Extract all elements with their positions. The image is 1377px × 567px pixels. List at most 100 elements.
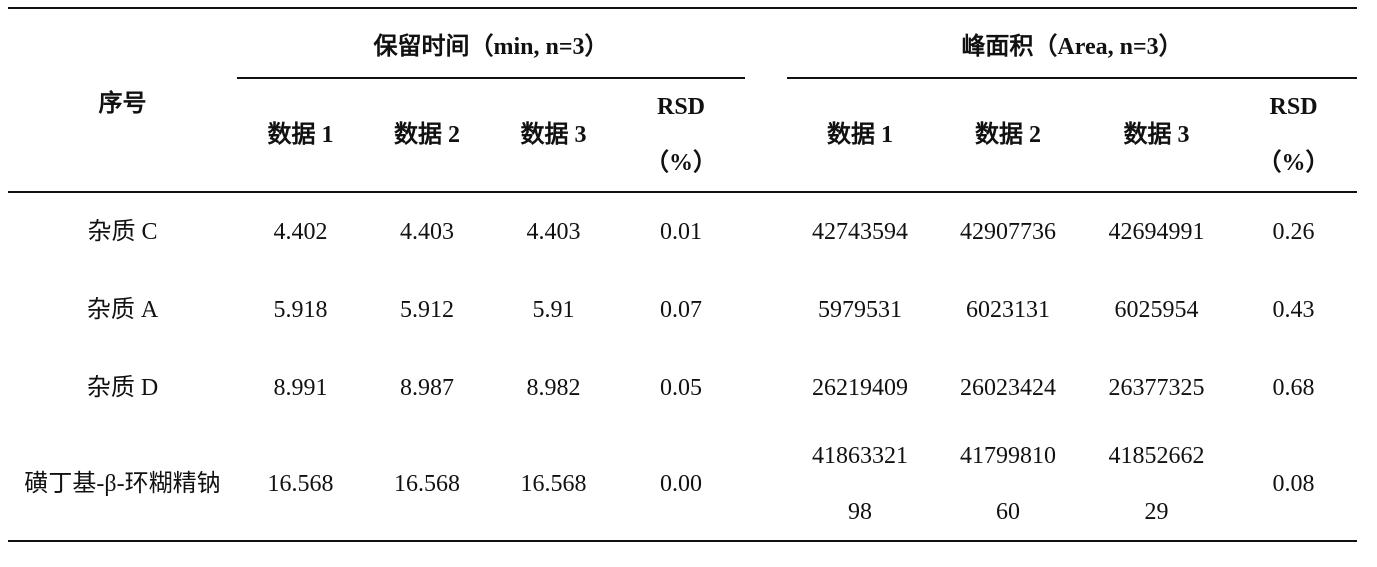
cell-text: 6023131 [966,297,1051,323]
cell: 42907736 [933,192,1083,271]
cell-text: 4185266229 [1108,442,1205,525]
cell-text: 8.991 [273,375,328,401]
subheader-text: RSD （%） [645,94,718,176]
subheader: 数据 3 [1083,78,1231,193]
cell-text: 4.402 [273,219,328,245]
cell-text: 16.568 [520,470,587,497]
cell: 0.43 [1230,271,1357,349]
cell: 16.568 [490,427,617,542]
cell-text: 杂质 A [86,297,159,323]
subheader-text: 数据 1 [827,122,894,148]
cell: 0.68 [1230,349,1357,427]
gap [745,271,787,349]
subheader-text: 数据 2 [394,122,460,148]
cell-text: 5.918 [273,297,328,323]
cell: 0.07 [617,271,745,349]
cell-text: 4.403 [400,219,454,245]
gap [745,427,788,542]
subheader: 数据 1 [787,78,934,193]
cell-text: 杂质 C [87,219,158,245]
cell-text: 杂质 D [86,375,159,401]
row: 杂质 A 5.918 5.912 5.91 0.07 5979531 6023131 6025… [8,271,1357,349]
row: 磺丁基-β-环糊精钠 16.568 16.568 16.568 0.00 41863321… [8,427,1358,542]
cell-text: 磺丁基-β-环糊精钠 [24,470,221,497]
group-header: 保留时间（min, n=3） [237,8,746,79]
cell: 8.982 [490,349,617,427]
cell: 26377325 [1083,349,1230,427]
subheader-text: 数据 2 [975,122,1042,148]
cell-text: 0.07 [660,297,703,323]
data-table: 序号 保留时间（min, n=3） 峰面积（Area, n=3） 数据 1 数据 … [8,7,1358,542]
cell: 5979531 [787,271,933,349]
cell-text: 4179981060 [960,442,1057,525]
cell: 杂质 D [8,349,237,427]
cell: 0.26 [1230,192,1357,271]
cell: 0.01 [617,192,745,271]
cell: 6023131 [933,271,1083,349]
cell: 4186332198 [787,427,934,542]
cell-text: 16.568 [394,470,460,497]
cell: 4185266229 [1083,427,1231,542]
subheader-row: 数据 1 数据 2 数据 3 RSD （%） 数据 1 数据 2 数据 3 RSD （%） [8,78,1358,193]
cell-text: 42694991 [1108,219,1205,245]
cell-text: 8.987 [400,375,454,401]
cell: 16.568 [364,427,490,542]
cell-text: 5.91 [532,297,575,323]
cell-text: 5979531 [818,297,903,323]
subheader: 数据 3 [490,78,617,193]
cell: 8.991 [237,349,364,427]
cell-text: 26219409 [812,375,909,401]
cell-text: 26023424 [960,375,1057,401]
cell-text: 0.26 [1272,219,1315,245]
subheader-text: RSD （%） [1257,94,1330,176]
row: 杂质 D 8.991 8.987 8.982 0.05 26219409 26023424 2… [8,349,1357,427]
cell: 4.403 [490,192,617,271]
cell: 杂质 C [8,192,237,271]
cell-text: 0.01 [660,219,703,245]
cell: 5.918 [237,271,364,349]
group-header: 峰面积（Area, n=3） [787,8,1358,79]
gap [745,349,787,427]
cell-text: 0.05 [660,375,703,401]
cell-text: 0.08 [1272,470,1315,497]
cell-text: 0.68 [1272,375,1315,401]
cell: 5.91 [490,271,617,349]
subheader-text: 数据 3 [1123,122,1190,148]
cell-text: 6025954 [1114,297,1199,323]
subheader: 数据 1 [237,78,364,193]
subheader: RSD （%） [1230,78,1358,193]
subheader-text: 数据 1 [267,122,334,148]
cell-text: 4186332198 [812,442,909,525]
cell: 4.402 [237,192,364,271]
cell: 5.912 [364,271,490,349]
cell-text: 26377325 [1108,375,1205,401]
row: 杂质 C 4.402 4.403 4.403 0.01 42743594 42907736 4… [8,192,1357,271]
gap [745,192,787,271]
cell: 4179981060 [933,427,1084,542]
subheader-text: 数据 3 [520,122,587,148]
cell-text: 0.43 [1272,297,1315,323]
cell: 6025954 [1083,271,1230,349]
cell-text: 42907736 [960,219,1057,245]
cell-text: 0.00 [660,470,703,497]
cell-text: 16.568 [267,470,334,497]
cell: 磺丁基-β-环糊精钠 [8,427,237,542]
cell-text: 8.982 [526,375,581,401]
cell: 4.403 [364,192,490,271]
cell-text: 42743594 [812,219,909,245]
gap [745,78,788,193]
cell: 8.987 [364,349,490,427]
cell: 26219409 [787,349,933,427]
cell: 42694991 [1083,192,1230,271]
subheader: 数据 2 [364,78,490,193]
cell: 0.05 [617,349,745,427]
cell: 42743594 [787,192,933,271]
subheader: 数据 2 [933,78,1084,193]
cell: 0.08 [1230,427,1358,542]
cell-text: 4.403 [526,219,581,245]
gap [745,8,787,78]
cell: 16.568 [237,427,364,542]
subheader: RSD （%） [617,78,746,193]
cell: 26023424 [933,349,1083,427]
